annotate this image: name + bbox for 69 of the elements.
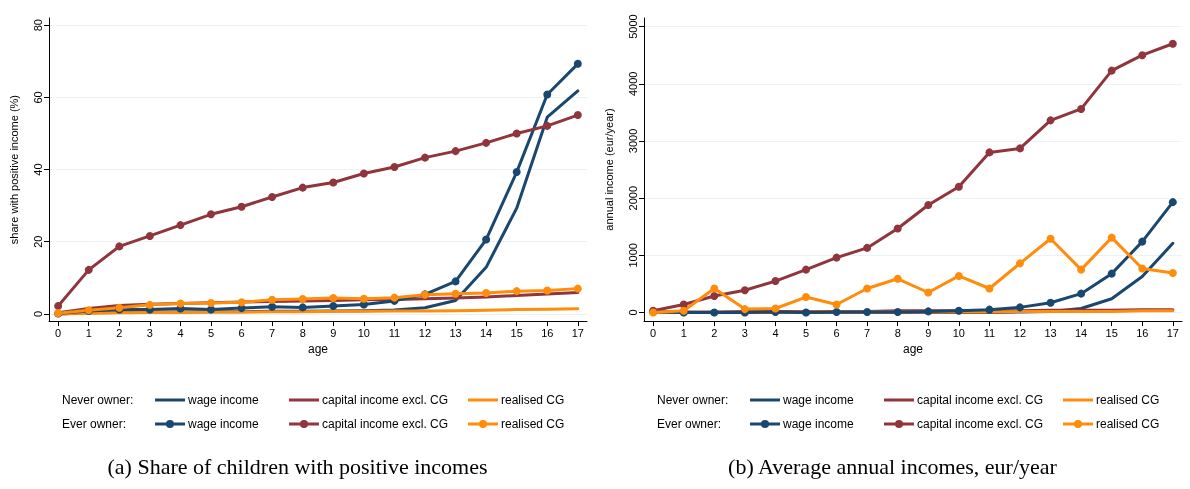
x-tick-label: 15 [1105,326,1118,339]
x-tick-label: 8 [894,326,901,339]
x-tick-label: 16 [541,326,554,339]
legend-label: realised CG [501,393,566,407]
x-tick-label: 10 [357,326,370,339]
x-tick-label: 12 [1013,326,1027,339]
legend-label: realised CG [501,417,566,431]
y-tick-label: 3000 [626,128,639,154]
x-tick-label: 11 [388,326,401,339]
x-tick-label: 7 [269,326,276,339]
x-tick-label: 2 [116,326,123,339]
y-tick-label: 0 [31,310,44,317]
y-tick-label: 1000 [626,243,639,268]
x-tick-label: 17 [1166,326,1179,339]
y-tick-label: 20 [31,235,44,248]
x-tick-label: 7 [864,326,871,339]
y-axis-title: share with positive income (%) [7,94,20,245]
x-tick-label: 1 [85,326,92,339]
x-tick-label: 14 [1075,326,1088,339]
legend-label: realised CG [1096,393,1161,407]
legend-label: wage income [783,393,855,407]
x-tick-label: 13 [449,326,462,339]
y-axis-title: annual income (eur/year) [602,108,615,231]
x-tick-label: 9 [925,326,932,339]
text: (b) Average annual incomes, eur/year [727,454,1058,480]
y-tick-label: 2000 [626,185,639,211]
x-tick-label: 12 [418,326,432,339]
text: Never owner: [62,393,135,407]
x-tick-label: 3 [741,326,748,339]
legend-label: wage income [188,417,260,431]
legend-label: capital income excl. CG [917,417,1045,431]
x-tick-label: 1 [680,326,687,339]
x-axis-title: age [902,342,924,356]
x-tick-label: 3 [146,326,153,339]
x-tick-label: 5 [207,326,215,339]
x-tick-label: 0 [650,326,657,339]
text: Never owner: [657,393,730,407]
text: Ever owner: [62,417,128,431]
legend-label: wage income [783,417,855,431]
y-tick-label: 40 [31,163,44,176]
x-tick-label: 13 [1044,326,1057,339]
x-tick-label: 0 [55,326,62,339]
x-tick-label: 2 [711,326,718,339]
text: (a) Share of children with positive incomes [106,454,489,480]
legend-label: capital income excl. CG [322,393,450,407]
x-tick-label: 10 [952,326,965,339]
x-tick-label: 4 [772,326,779,339]
y-tick-label: 5000 [626,14,639,39]
legend-label: capital income excl. CG [322,417,450,431]
x-tick-label: 14 [480,326,493,339]
x-tick-label: 4 [177,326,184,339]
x-tick-label: 6 [833,326,840,339]
y-tick-label: 4000 [626,71,639,97]
x-tick-label: 6 [238,326,245,339]
legend-label: realised CG [1096,417,1161,431]
x-tick-label: 16 [1136,326,1149,339]
y-tick-label: 60 [31,91,44,104]
legend-label: wage income [188,393,260,407]
y-tick-label: 0 [626,309,639,316]
x-tick-label: 9 [330,326,337,339]
x-axis-title: age [307,342,329,356]
legend-label: capital income excl. CG [917,393,1045,407]
x-tick-label: 5 [802,326,810,339]
text: Ever owner: [657,417,723,431]
x-tick-label: 8 [299,326,306,339]
x-tick-label: 15 [510,326,523,339]
y-tick-label: 80 [31,19,44,32]
x-tick-label: 11 [983,326,996,339]
x-tick-label: 17 [571,326,584,339]
